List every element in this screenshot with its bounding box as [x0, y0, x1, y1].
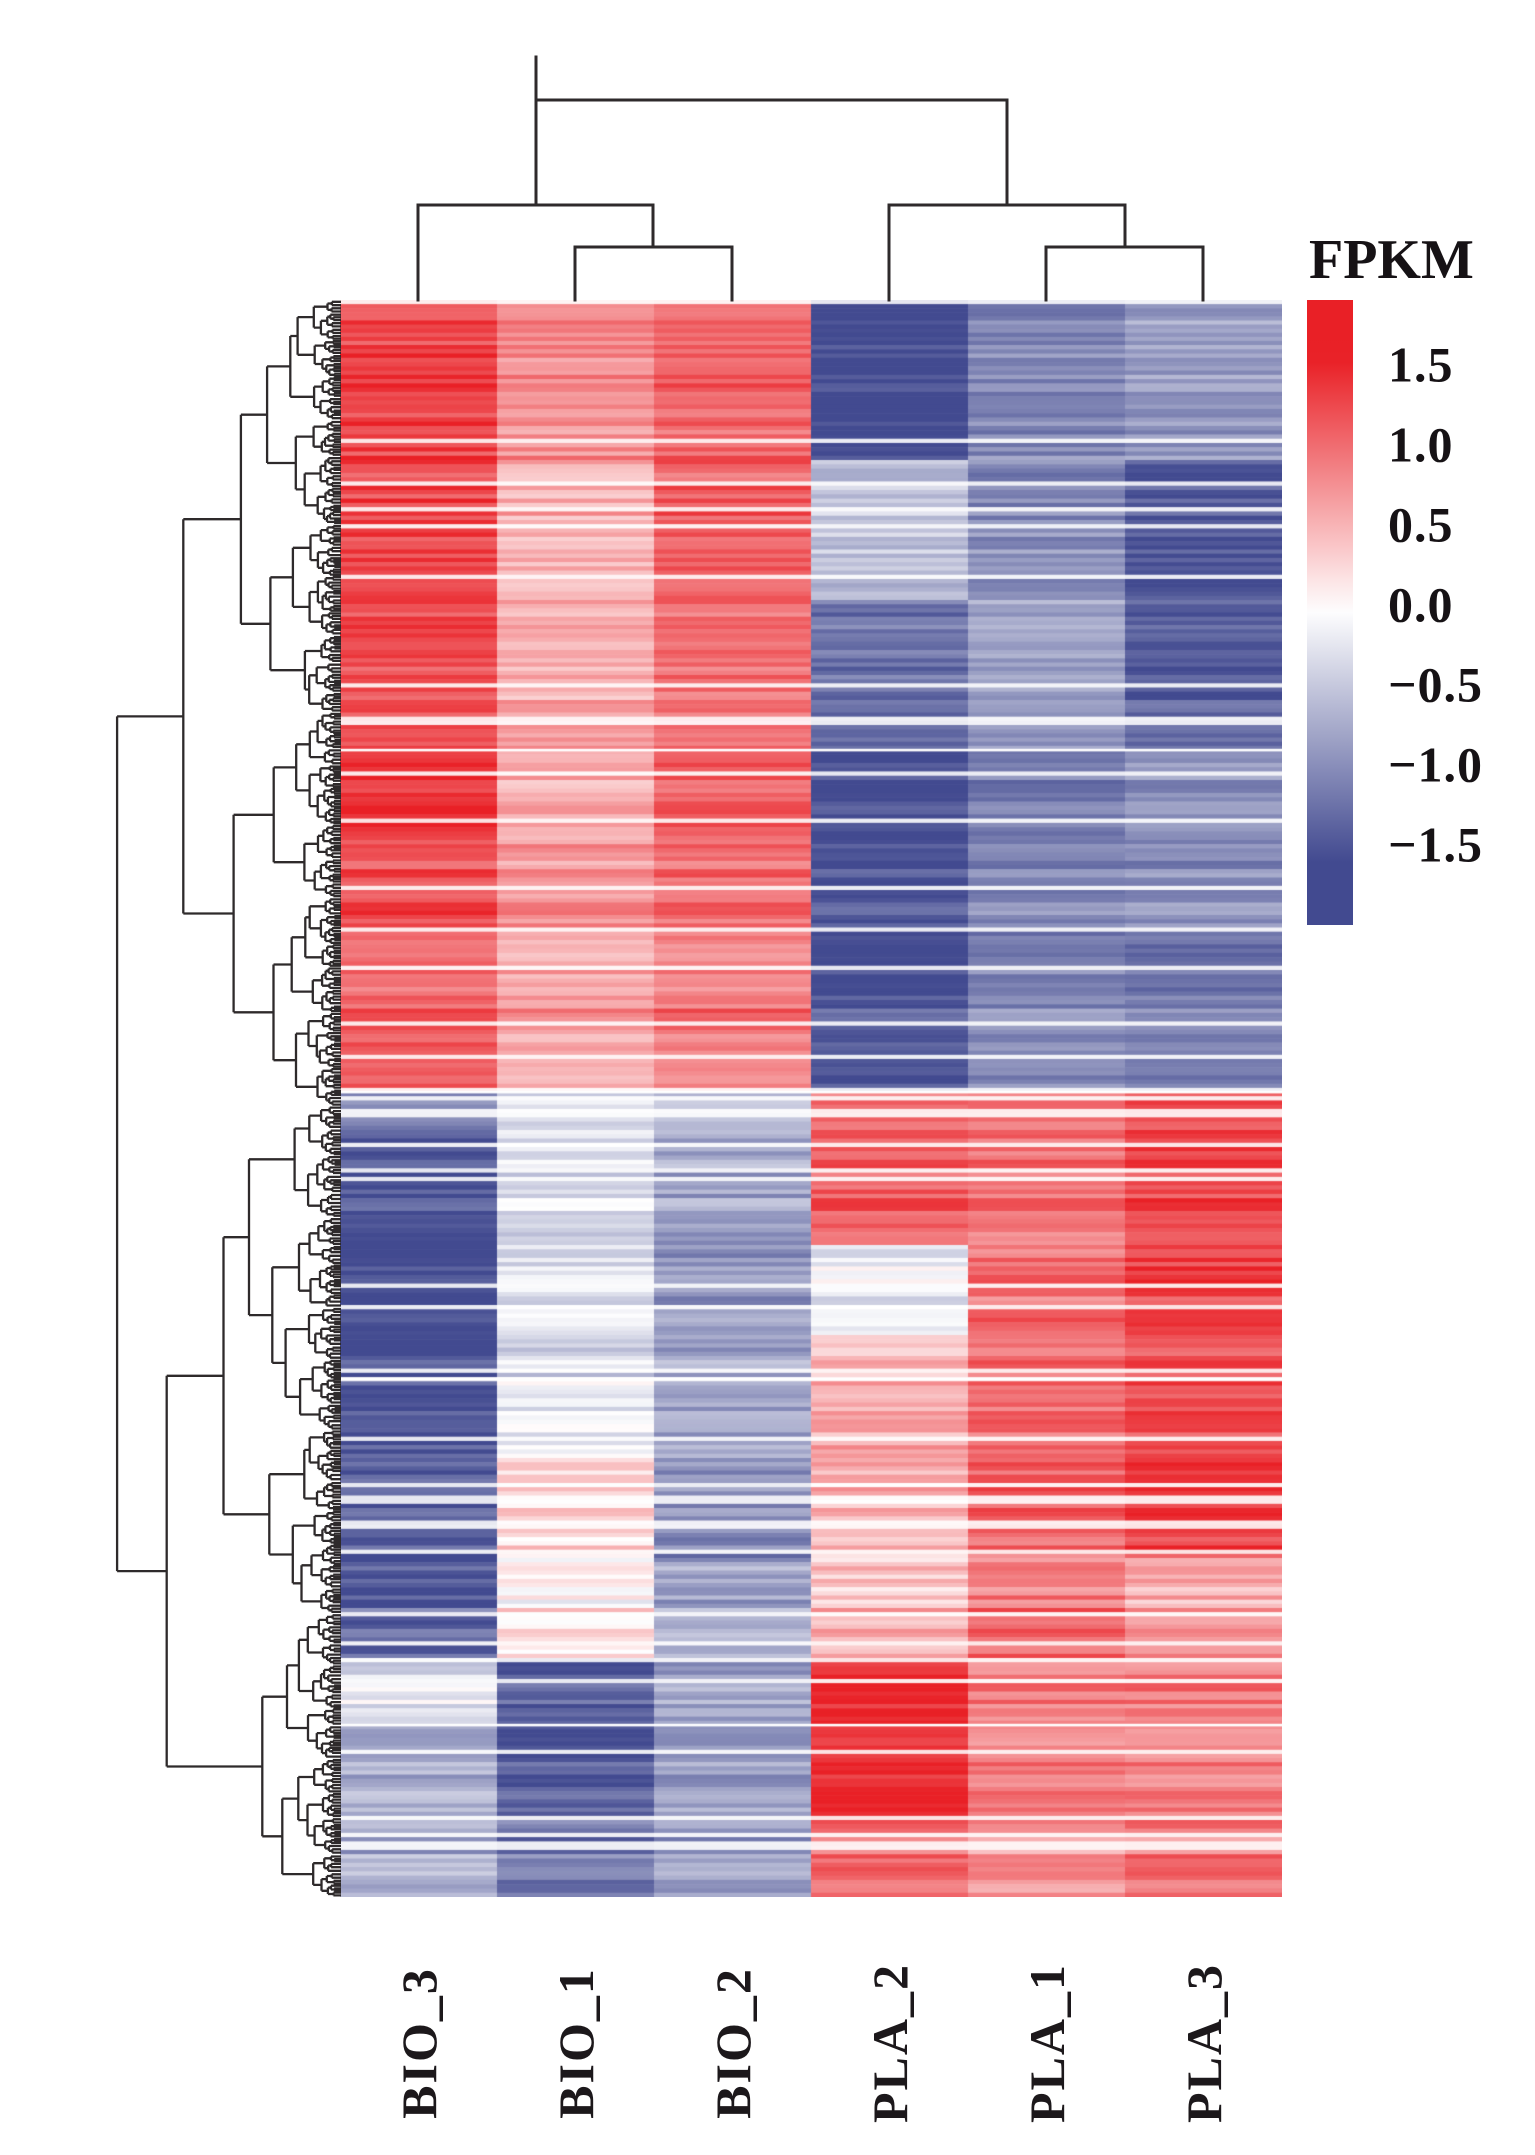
color-scale-bar [1307, 300, 1353, 925]
column-label-PLA_3: PLA_3 [1175, 1963, 1232, 2123]
column-label-PLA_1: PLA_1 [1018, 1963, 1075, 2123]
legend-tick--0.5: −0.5 [1388, 656, 1483, 713]
column-label-BIO_1: BIO_1 [547, 1967, 604, 2119]
column-label-BIO_3: BIO_3 [390, 1967, 447, 2119]
legend-tick-0: 0.0 [1388, 576, 1454, 633]
heatmap-matrix [340, 300, 1282, 1897]
legend-title: FPKM [1309, 229, 1474, 291]
legend-tick--1: −1.0 [1388, 736, 1483, 793]
legend-tick-1.5: 1.5 [1388, 336, 1454, 393]
legend-tick--1.5: −1.5 [1388, 816, 1483, 873]
column-label-PLA_2: PLA_2 [861, 1963, 918, 2123]
column-dendrogram [416, 55, 1205, 302]
row-dendrogram [115, 300, 341, 1897]
legend-tick-0.5: 0.5 [1388, 496, 1454, 553]
column-label-BIO_2: BIO_2 [704, 1967, 761, 2119]
legend-tick-1: 1.0 [1388, 416, 1454, 473]
